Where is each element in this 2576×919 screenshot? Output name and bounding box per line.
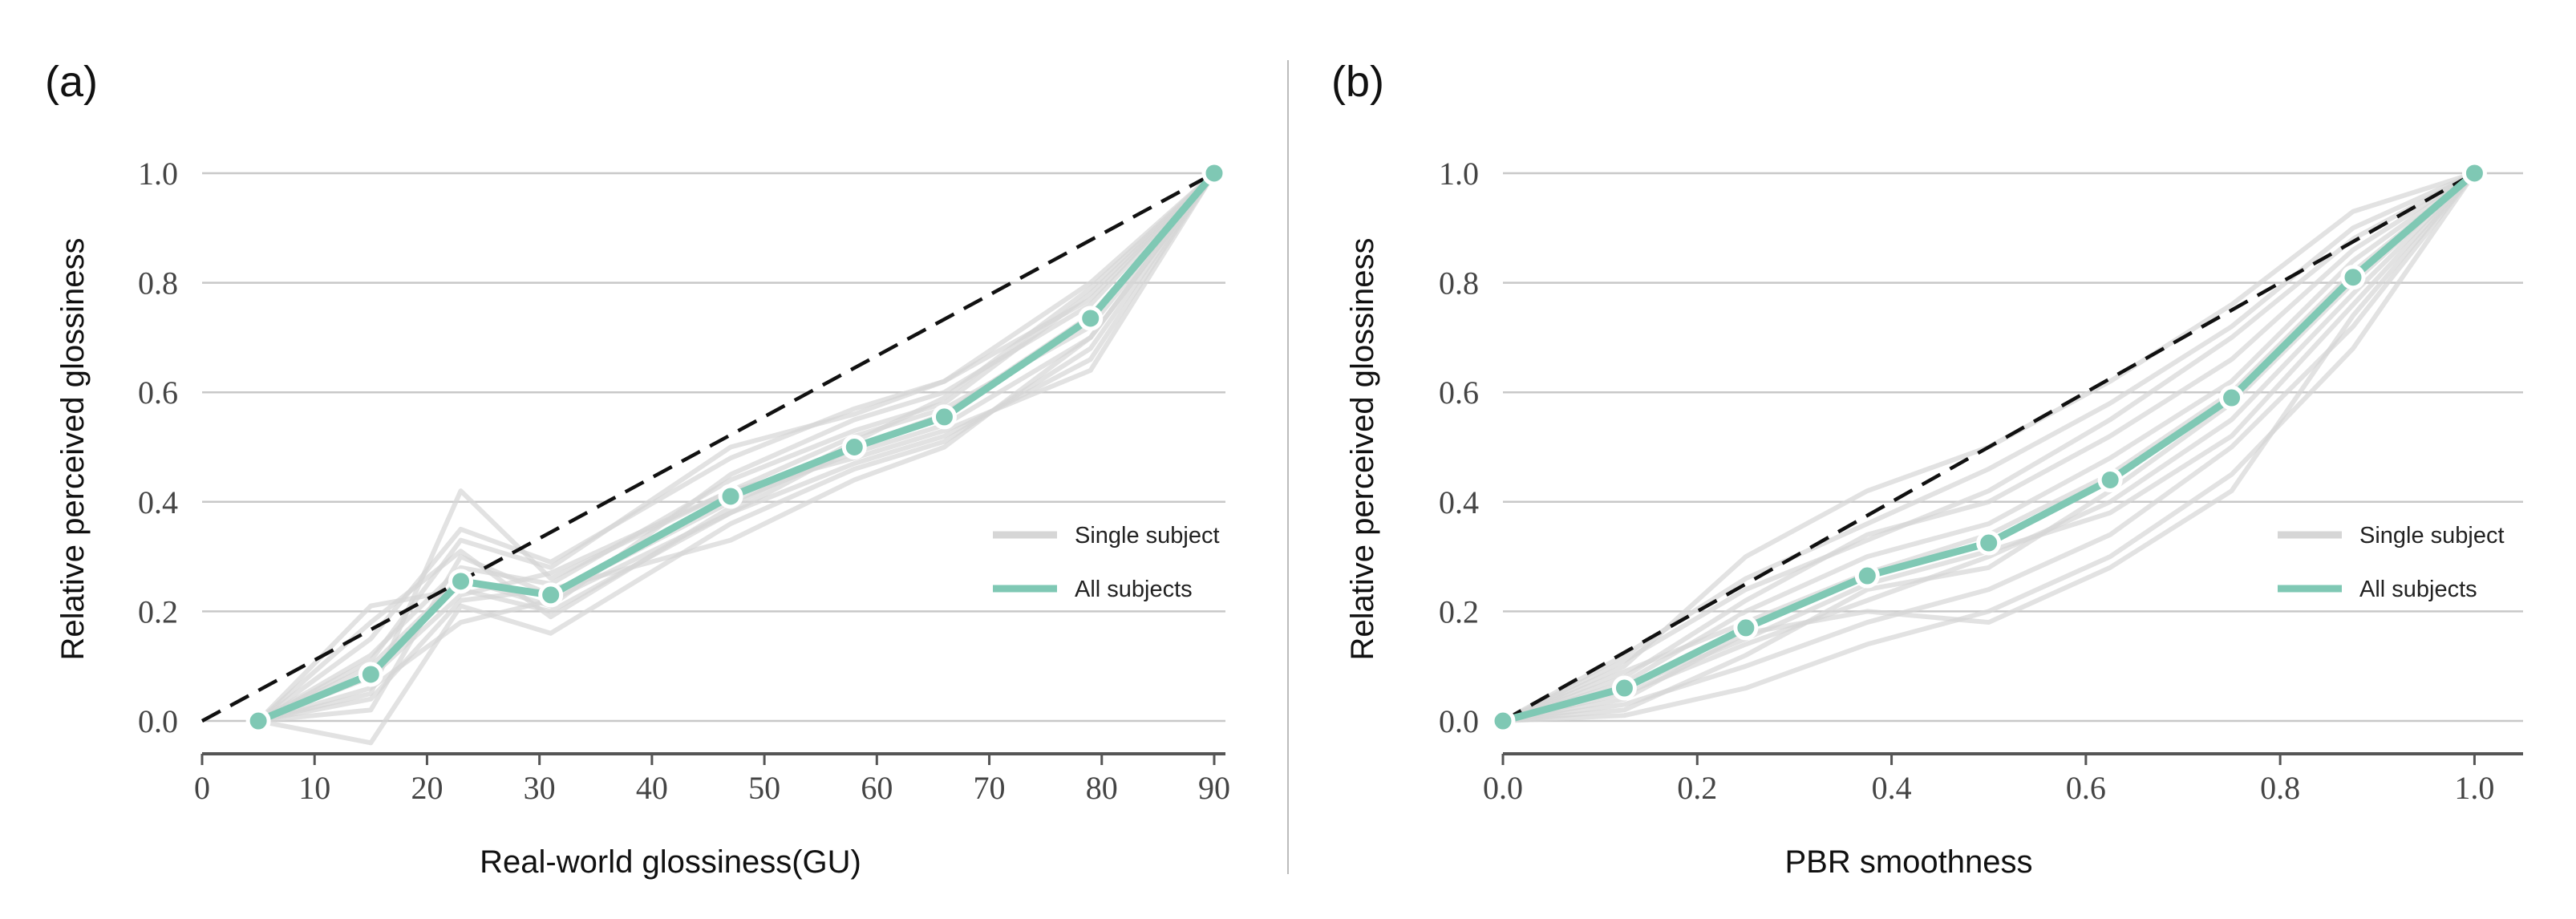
single-subject-line — [257, 171, 1217, 723]
x-tick-label: 1.0 — [2454, 770, 2494, 806]
y-gridlines: 0.0 0.2 0.4 0.6 0.8 1.0 — [138, 156, 1225, 739]
y-axis-title: Relative perceived glossiness — [55, 238, 91, 661]
y-tick-label: 0.6 — [1439, 374, 1479, 411]
all-subjects-point — [2219, 385, 2245, 411]
single-subject-line — [1502, 172, 2477, 723]
all-subjects-series — [1490, 160, 2487, 734]
all-subjects-point — [718, 484, 743, 509]
x-tick-label: 0.6 — [2066, 770, 2106, 806]
x-tick-label: 30 — [524, 770, 556, 806]
y-tick-label: 0.2 — [1439, 593, 1479, 630]
x-tick-label: 10 — [298, 770, 330, 806]
x-tick-label: 50 — [748, 770, 780, 806]
all-subjects-point — [1490, 708, 1516, 734]
x-tick-label: 0.4 — [1872, 770, 1912, 806]
x-tick-label: 70 — [974, 770, 1006, 806]
x-tick-label: 0.0 — [1483, 770, 1523, 806]
legend: Single subject All subjects — [993, 523, 1220, 602]
all-subjects-point — [841, 435, 867, 460]
all-subjects-series — [245, 160, 1227, 734]
y-tick-label: 0.2 — [138, 593, 178, 630]
panel-a: (a) 0.0 0.2 0.4 0.6 0.8 1.0 0 10 20 30 40 50 60 70 80… — [45, 58, 1230, 880]
all-subjects-point — [2097, 467, 2123, 492]
y-tick-label: 0.8 — [138, 265, 178, 302]
single-subject-line — [1501, 171, 2476, 723]
x-tick-label: 0.8 — [2260, 770, 2300, 806]
legend-label-all-subjects: All subjects — [2359, 577, 2477, 602]
single-subject-line — [1502, 172, 2477, 724]
single-subject-line — [257, 171, 1217, 723]
x-tick-label: 40 — [636, 770, 668, 806]
all-subjects-point — [1611, 675, 1637, 701]
single-subject-line — [1502, 171, 2477, 723]
all-subjects-point — [1854, 563, 1880, 589]
y-tick-label: 0.0 — [1439, 703, 1479, 739]
all-subjects-point — [245, 708, 271, 734]
y-tick-label: 1.0 — [1439, 156, 1479, 192]
single-subject-line — [1501, 171, 2476, 723]
legend-label-single-subject: Single subject — [1075, 523, 1220, 549]
y-tick-label: 0.4 — [138, 484, 178, 520]
single-subject-line — [1501, 171, 2477, 723]
axes: 0.0 0.2 0.4 0.6 0.8 1.0 — [1483, 752, 2523, 806]
single-subject-lines — [256, 171, 1217, 746]
all-subjects-point — [448, 569, 474, 594]
panel-label: (a) — [45, 58, 98, 106]
all-subjects-point — [1733, 615, 1759, 641]
legend: Single subject All subjects — [2278, 523, 2505, 602]
panel-b: (b) 0.0 0.2 0.4 0.6 0.8 1.0 0.0 0.2 0.4 0.6 0.8 1.… — [1331, 58, 2523, 880]
identity-reference-line — [1501, 172, 2476, 723]
x-tick-label: 0.2 — [1677, 770, 1717, 806]
single-subject-line — [1502, 171, 2477, 724]
legend-label-all-subjects: All subjects — [1075, 577, 1193, 602]
legend-label-single-subject: Single subject — [2359, 523, 2505, 549]
all-subjects-point — [931, 404, 957, 430]
y-tick-label: 0.6 — [138, 374, 178, 411]
x-tick-label: 60 — [861, 770, 893, 806]
identity-reference-line — [200, 172, 1216, 723]
x-tick-label: 90 — [1198, 770, 1230, 806]
x-tick-label: 0 — [194, 770, 210, 806]
all-subjects-point — [1201, 160, 1227, 186]
all-subjects-point — [1976, 530, 2002, 556]
all-subjects-point — [358, 662, 383, 687]
y-tick-label: 0.0 — [138, 703, 178, 739]
axes: 0 10 20 30 40 50 60 70 80 90 — [194, 752, 1230, 806]
x-tick-label: 80 — [1086, 770, 1118, 806]
x-axis-title: PBR smoothness — [1784, 844, 2032, 880]
all-subjects-point — [538, 582, 564, 608]
single-subject-line — [257, 172, 1217, 723]
single-subject-line — [257, 171, 1216, 723]
y-axis-title: Relative perceived glossiness — [1345, 238, 1380, 661]
single-subject-line — [257, 171, 1217, 723]
x-tick-label: 20 — [411, 770, 443, 806]
y-tick-label: 0.8 — [1439, 265, 1479, 302]
panel-label: (b) — [1331, 58, 1384, 106]
all-subjects-point — [1078, 306, 1104, 331]
all-subjects-point — [2340, 265, 2366, 290]
x-axis-title: Real-world glossiness(GU) — [480, 844, 861, 880]
y-tick-label: 0.4 — [1439, 484, 1479, 520]
y-tick-label: 1.0 — [138, 156, 178, 192]
all-subjects-point — [2461, 160, 2487, 186]
single-subject-line — [257, 172, 1217, 746]
